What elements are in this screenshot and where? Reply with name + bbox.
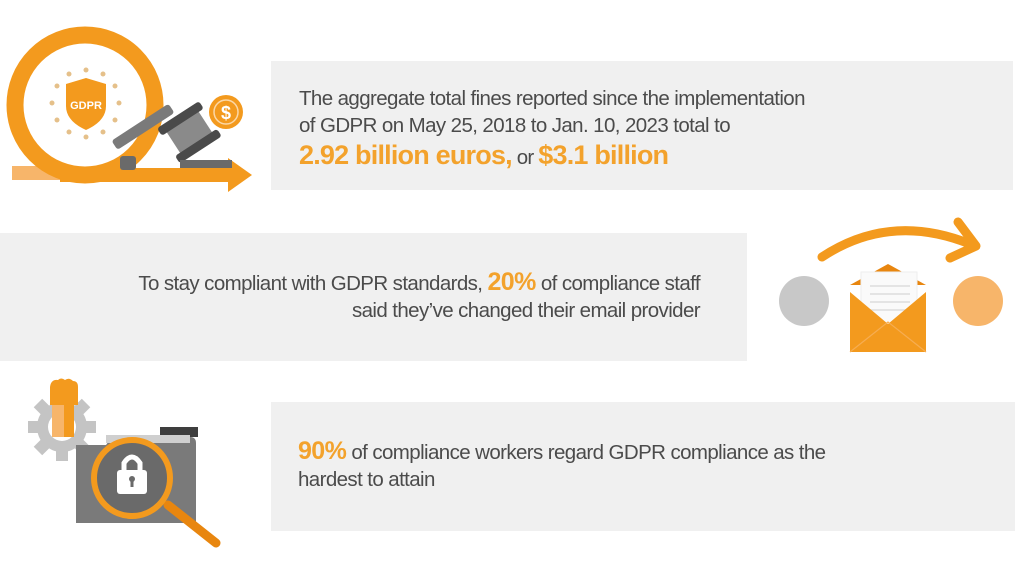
fines-stat-panel: The aggregate total fines reported since… [271,61,1013,190]
gdpr-badge-text: GDPR [70,100,102,112]
hardest-text-line-2: hardest to attain [298,468,435,491]
dollar-coin-text: $ [221,103,231,123]
gdpr-gavel-icon: GDPR $ [0,20,260,195]
fines-stat-text: The aggregate total fines reported since… [299,85,806,174]
hardest-percent-highlight: 90% [298,437,347,465]
email-stat-panel: To stay compliant with GDPR standards, 2… [0,233,747,361]
email-line-2: said they’ve changed their email provide… [351,299,701,322]
hardest-stat-text: 90% of compliance workers regard GDPR co… [298,438,826,493]
email-stat-text: To stay compliant with GDPR standards, 2… [138,269,700,324]
email-text-prefix: To stay compliant with GDPR standards, [138,272,488,295]
fines-euros-highlight: 2.92 billion euros, [299,140,513,170]
fines-line-1: The aggregate total fines reported since… [299,87,806,110]
fines-dollars-highlight: $3.1 billion [538,140,669,170]
email-percent-highlight: 20% [487,268,537,296]
email-switch-icon [760,212,1022,360]
fines-line-2: of GDPR on May 25, 2018 to Jan. 10, 2023… [299,114,731,137]
hardest-text-line-1: of compliance workers regard GDPR compli… [346,441,826,464]
email-text-suffix: of compliance staff [535,272,701,295]
hardest-stat-panel: 90% of compliance workers regard GDPR co… [271,402,1015,531]
locked-folder-search-icon [20,375,260,560]
fines-connector: or [511,146,539,169]
